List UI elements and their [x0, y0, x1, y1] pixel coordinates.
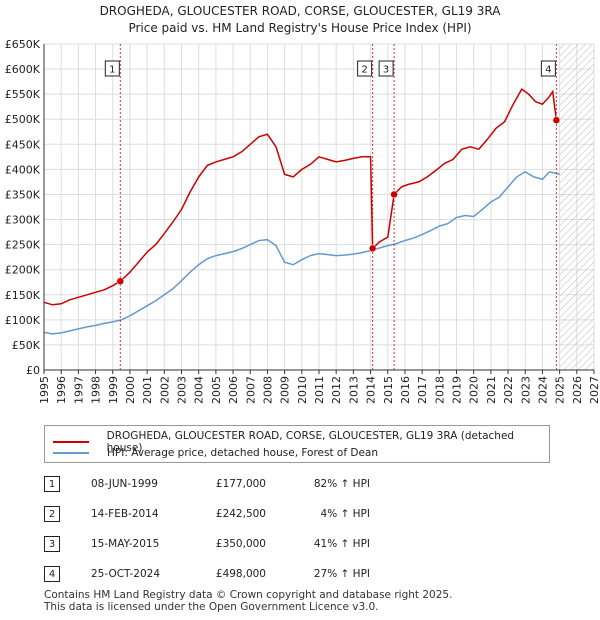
x-tick-label: 2024: [536, 376, 549, 404]
footer: Contains HM Land Registry data © Crown c…: [44, 589, 452, 613]
x-tick-label: 2009: [279, 376, 292, 404]
transaction-box-label: 2: [361, 65, 367, 76]
transaction-box: [357, 60, 373, 77]
transaction-price: £177,000: [215, 478, 266, 490]
chart-title-line1: DROGHEDA, GLOUCESTER ROAD, CORSE, GLOUCE…: [99, 4, 501, 18]
forecast-hatch: [559, 44, 594, 370]
x-tick-label: 2001: [141, 376, 154, 404]
hpi-series-line: [43, 171, 560, 335]
transaction-price: £350,000: [215, 538, 266, 550]
x-tick-label: 2010: [296, 376, 309, 404]
price-chart: 1 2 3 4 £0 £50K £100K £150K £200K £250K £300K £350…: [5, 38, 600, 404]
transaction-dot: [552, 116, 561, 124]
x-tick-label: 2025: [554, 376, 567, 404]
y-tick-label: £0: [26, 364, 40, 377]
y-tick-label: £500K: [5, 113, 41, 126]
x-tick-label: 2027: [588, 376, 600, 404]
x-tick-label: 2003: [176, 376, 189, 404]
table-row: 3 15-MAY-2015 £350,000 41% ↑ HPI: [0, 536, 600, 556]
transaction-dot: [390, 190, 398, 199]
transaction-box-label: 3: [383, 65, 389, 76]
x-tick-label: 2007: [244, 376, 257, 404]
x-tick-label: 2006: [227, 376, 240, 404]
y-tick-label: £150K: [5, 289, 41, 302]
x-tick-label: 2017: [416, 376, 429, 404]
x-tick-label: 2011: [313, 376, 326, 404]
x-tick-label: 2002: [158, 376, 171, 404]
transaction-box: [378, 60, 394, 77]
footer-copyright: Contains HM Land Registry data © Crown c…: [44, 589, 453, 601]
x-tick-label: 2020: [468, 376, 481, 404]
y-tick-label: £250K: [5, 239, 41, 252]
x-tick-label: 2013: [347, 376, 360, 404]
x-tick-label: 2019: [451, 376, 464, 404]
transaction-dot: [368, 244, 377, 253]
transaction-date: 25-OCT-2024: [91, 568, 160, 580]
x-tick-label: 2022: [502, 376, 515, 404]
y-tick-label: £650K: [5, 38, 41, 51]
transaction-date: 14-FEB-2014: [91, 508, 159, 520]
transaction-hpi: 27% ↑ HPI: [313, 568, 370, 580]
legend-label-hpi: HPI: Average price, detached house, Fore…: [107, 447, 379, 459]
legend-label-property: DROGHEDA, GLOUCESTER ROAD, CORSE, GLOUCE…: [106, 430, 515, 454]
chart-legend: DROGHEDA, GLOUCESTER ROAD, CORSE, GLOUCE…: [44, 425, 550, 463]
x-tick-label: 2023: [519, 376, 532, 404]
transaction-box: [540, 60, 556, 77]
footer-licence: This data is licensed under the Open Gov…: [44, 601, 379, 613]
table-row: 2 14-FEB-2014 £242,500 4% ↑ HPI: [0, 506, 600, 526]
y-tick-label: £50K: [12, 339, 41, 352]
x-tick-label: 1998: [90, 376, 103, 404]
x-tick-label: 2005: [210, 376, 223, 404]
transaction-box-label: 4: [545, 65, 551, 76]
transaction-hpi: 4% ↑ HPI: [320, 508, 370, 520]
y-tick-label: £100K: [5, 314, 41, 327]
transaction-box: [104, 60, 120, 77]
y-tick-label: £350K: [5, 188, 41, 201]
chart-title-line2: Price paid vs. HM Land Registry's House …: [128, 21, 472, 35]
transaction-dot: [116, 277, 125, 285]
y-tick-label: £400K: [5, 163, 41, 176]
transaction-date: 15-MAY-2015: [91, 538, 160, 550]
transaction-hpi: 82% ↑ HPI: [313, 478, 370, 490]
x-tick-label: 2012: [330, 376, 343, 404]
transaction-price: £498,000: [215, 568, 266, 580]
y-tick-label: £550K: [5, 88, 41, 101]
x-tick-label: 2021: [485, 376, 498, 404]
x-tick-label: 2000: [124, 376, 137, 404]
transaction-badge: 4: [44, 566, 60, 582]
transaction-date: 08-JUN-1999: [91, 478, 158, 490]
property-series-line: [43, 87, 560, 306]
x-tick-label: 2018: [433, 376, 446, 404]
legend-swatch-hpi: [53, 452, 89, 454]
table-row: 4 25-OCT-2024 £498,000 27% ↑ HPI: [0, 566, 600, 586]
table-row: 1 08-JUN-1999 £177,000 82% ↑ HPI: [0, 476, 600, 496]
x-tick-label: 2016: [399, 376, 412, 404]
y-tick-label: £200K: [5, 264, 41, 277]
legend-item-property: DROGHEDA, GLOUCESTER ROAD, CORSE, GLOUCE…: [53, 430, 549, 454]
transaction-price: £242,500: [215, 508, 266, 520]
x-tick-label: 2008: [261, 376, 274, 404]
x-tick-label: 2004: [193, 376, 206, 404]
transaction-badge: 3: [44, 536, 60, 552]
y-tick-label: £600K: [5, 63, 41, 76]
x-tick-label: 2014: [365, 376, 378, 404]
x-tick-label: 1996: [55, 376, 68, 404]
x-tick-label: 2015: [382, 376, 395, 404]
legend-item-hpi: HPI: Average price, detached house, Fore…: [53, 447, 378, 459]
y-tick-label: £300K: [5, 214, 41, 227]
x-tick-label: 1997: [72, 376, 85, 404]
transaction-badge: 2: [44, 506, 60, 522]
transaction-box-label: 1: [109, 65, 115, 76]
transaction-badge: 1: [44, 476, 60, 492]
x-tick-label: 1995: [38, 376, 51, 404]
x-tick-label: 2026: [571, 376, 584, 404]
y-tick-label: £450K: [5, 138, 41, 151]
transaction-hpi: 41% ↑ HPI: [313, 538, 370, 550]
legend-swatch-property: [53, 441, 89, 443]
x-tick-label: 1999: [107, 376, 120, 404]
